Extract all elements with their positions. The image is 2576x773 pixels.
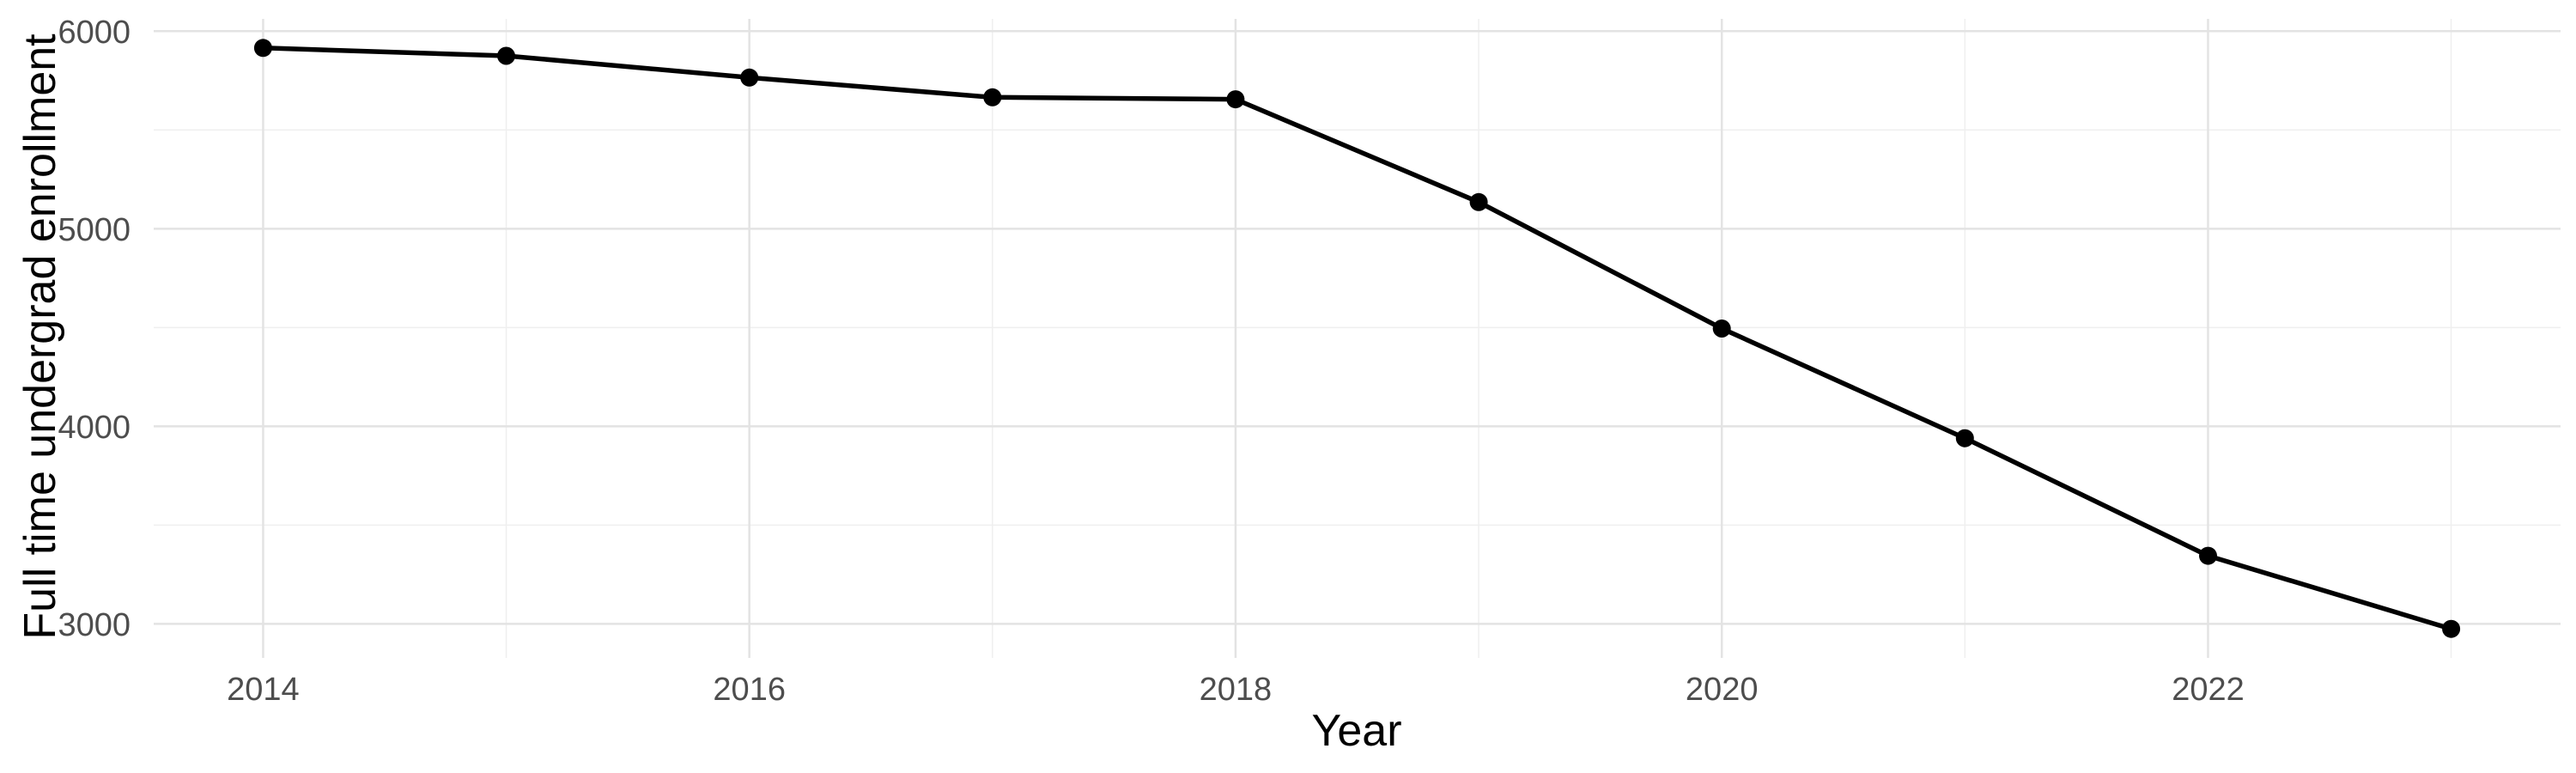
- y-tick-label: 5000: [58, 212, 131, 248]
- data-series: [253, 39, 2461, 638]
- gridlines-major: [154, 19, 2561, 658]
- data-point: [1226, 90, 1245, 109]
- enrollment-line: [263, 46, 2452, 631]
- data-point: [1712, 320, 1731, 338]
- data-point: [1469, 192, 1488, 211]
- y-tick-label: 6000: [58, 15, 131, 51]
- y-axis-tick-labels: 3000 4000 5000 6000: [58, 15, 131, 643]
- x-tick-label: 2020: [1686, 672, 1759, 708]
- x-axis-tick-labels: 2014 2016 2018 2020 2022: [227, 672, 2245, 708]
- data-point: [1955, 429, 1974, 447]
- y-tick-label: 4000: [58, 410, 131, 446]
- data-point: [2199, 546, 2217, 565]
- x-tick-label: 2014: [227, 672, 300, 708]
- y-tick-label: 3000: [58, 607, 131, 643]
- data-point: [983, 88, 1002, 107]
- x-tick-label: 2016: [713, 672, 786, 708]
- data-point: [2442, 619, 2461, 638]
- gridlines-minor: [154, 19, 2561, 658]
- data-point: [497, 46, 515, 65]
- data-point: [253, 39, 272, 58]
- x-tick-label: 2022: [2172, 672, 2245, 708]
- x-axis-title: Year: [1311, 706, 1401, 756]
- data-point: [740, 68, 759, 87]
- x-tick-label: 2018: [1200, 672, 1273, 708]
- y-axis-title: Full time undergrad enrollment: [15, 33, 65, 640]
